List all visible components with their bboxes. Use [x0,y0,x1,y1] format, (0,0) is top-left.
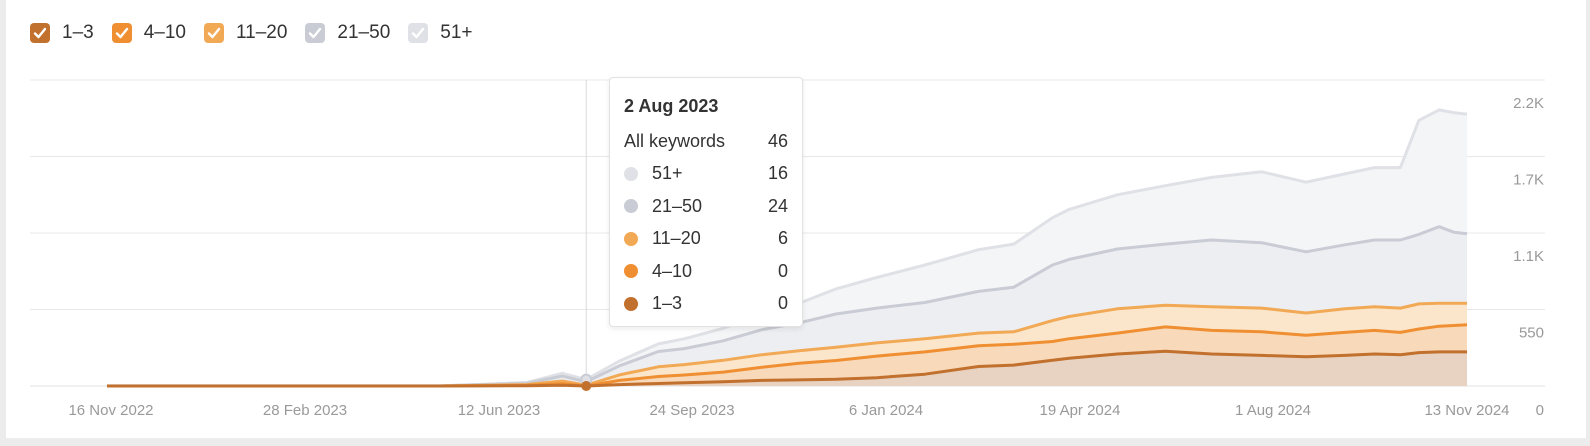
legend-label: 51+ [440,22,473,43]
legend-label: 21–50 [337,22,391,43]
tooltip-row: 11–20 6 [624,223,788,256]
y-tick-label: 0 [1536,402,1544,419]
series-dot-icon [624,166,638,181]
area-1 [107,324,1467,386]
y-tick-label: 2.2K [1513,95,1544,112]
tooltip-row: 1–3 0 [624,288,788,321]
x-tick-label: 12 Jun 2023 [458,402,541,419]
checkbox-icon[interactable] [111,23,132,43]
tooltip-row-left: 11–20 [624,228,701,249]
tooltip-row-label: 21–50 [652,195,703,216]
checkbox-icon[interactable] [305,23,326,43]
tooltip-row-value: 6 [777,228,788,249]
legend-item-1[interactable]: 4–10 [111,22,186,44]
checkbox-icon[interactable] [30,23,50,43]
x-tick-label: 16 Nov 2022 [68,402,153,419]
y-tick-label: 1.1K [1513,248,1544,265]
tooltip-row-value: 24 [767,195,788,216]
tooltip-row-value: 0 [777,260,788,281]
tooltip-row-left: 1–3 [624,293,682,314]
legend-label: 4–10 [143,22,186,43]
legend-label: 11–20 [235,22,288,43]
legend-item-0[interactable]: 1–3 [30,22,94,44]
series-dot-icon [624,296,638,311]
tooltip-row-label: 4–10 [652,260,693,281]
checkbox-icon[interactable] [203,23,224,43]
tooltip-row: 21–50 24 [624,190,788,223]
legend-label: 1–3 [62,22,94,43]
tooltip-row-value: 16 [767,163,788,184]
legend-item-3[interactable]: 21–50 [305,22,390,44]
series-line-2 [107,301,1467,388]
tooltip-row: 51+ 16 [624,158,788,191]
x-tick-label: 19 Apr 2024 [1040,402,1121,419]
tooltip-row-left: 21–50 [624,196,702,217]
series-line-0 [107,349,1467,388]
x-tick-label: 28 Feb 2023 [263,402,347,419]
series-dot-icon [624,199,638,214]
area-2 [107,303,1467,386]
legend-item-4[interactable]: 51+ [408,22,473,44]
tooltip-total-value: 46 [767,130,788,151]
tooltip: 2 Aug 2023 All keywords 46 51+ 16 21–50 24 1… [609,77,803,327]
tooltip-total-row: All keywords 46 [624,125,788,158]
tooltip-row: 4–10 0 [624,255,788,288]
tooltip-row-value: 0 [777,293,788,314]
hover-point-base [581,381,592,391]
tooltip-row-label: 11–20 [652,228,701,249]
x-tick-label: 24 Sep 2023 [649,402,734,419]
y-tick-label: 550 [1519,325,1544,342]
series-line-4 [107,108,1468,388]
x-tick-label: 13 Nov 2024 [1424,402,1509,419]
tooltip-row-label: 51+ [652,163,683,184]
x-tick-label: 1 Aug 2024 [1235,402,1311,419]
y-tick-label: 1.7K [1513,172,1544,189]
series-line-3 [107,225,1468,388]
tooltip-row-label: 1–3 [652,293,683,314]
tooltip-date: 2 Aug 2023 [624,96,719,116]
x-tick-label: 6 Jan 2024 [849,402,923,419]
tooltip-row-left: 51+ [624,163,683,184]
legend: 1–3 4–10 11–20 21–50 51+ [30,22,491,44]
tooltip-total-label: All keywords [624,130,726,151]
series-dot-icon [624,231,638,246]
legend-item-2[interactable]: 11–20 [203,22,288,44]
area-3 [107,226,1467,386]
tooltip-rows: 51+ 16 21–50 24 11–20 6 4–10 0 1–3 0 [624,158,788,321]
checkbox-icon[interactable] [408,23,429,43]
series-dot-icon [624,264,638,279]
tooltip-row-left: 4–10 [624,261,692,282]
area-0 [107,351,1467,386]
